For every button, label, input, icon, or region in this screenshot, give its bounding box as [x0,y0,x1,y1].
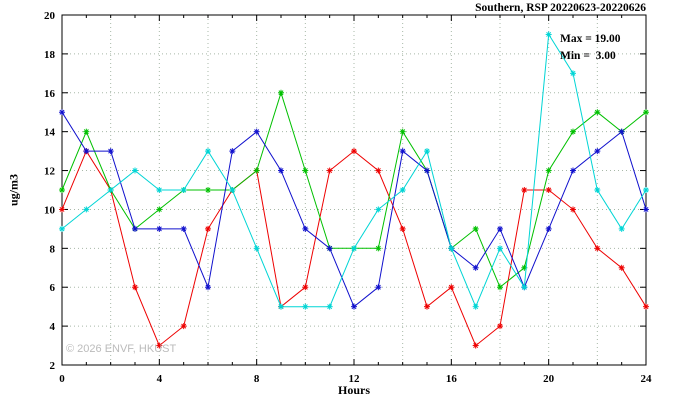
series-line-day2-green [61,91,647,289]
svg-text:10: 10 [44,204,56,216]
svg-text:8: 8 [254,373,260,385]
svg-text:6: 6 [50,282,56,294]
svg-text:12: 12 [44,166,56,178]
svg-text:20: 20 [543,373,555,385]
svg-text:4: 4 [50,321,56,333]
svg-text:16: 16 [44,88,56,100]
svg-text:2: 2 [50,360,56,372]
min-label: Min = 3.00 [560,49,616,62]
watermark: © 2026 ENVF, HKUST [66,343,177,355]
chart-title: Southern, RSP 20220623-20220626 [475,2,646,14]
svg-text:16: 16 [446,373,458,385]
svg-text:24: 24 [641,373,653,385]
svg-text:4: 4 [157,373,163,385]
x-axis-label: Hours [337,383,371,397]
max-min-annotation: Max = 19.00 Min = 3.00 [560,31,621,64]
svg-text:12: 12 [349,373,361,385]
svg-text:18: 18 [44,49,56,61]
max-label: Max = 19.00 [560,33,621,45]
y-axis-label: ug/m3 [6,173,21,207]
svg-text:14: 14 [44,127,56,139]
svg-text:0: 0 [59,373,65,385]
svg-text:8: 8 [50,243,56,255]
svg-text:20: 20 [44,10,56,22]
